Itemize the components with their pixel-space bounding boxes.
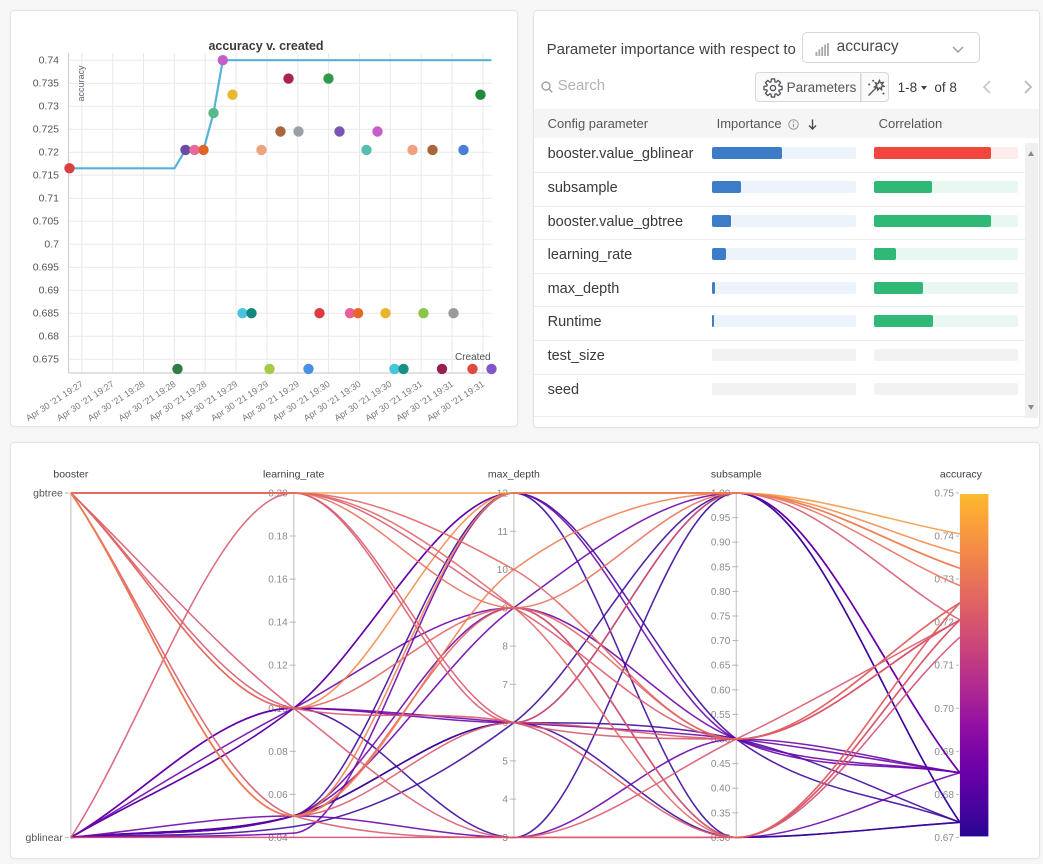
svg-text:3: 3 — [502, 832, 508, 843]
svg-text:booster: booster — [53, 468, 89, 480]
svg-text:0.68: 0.68 — [934, 789, 954, 800]
svg-text:0.72: 0.72 — [934, 617, 954, 628]
svg-text:0.70: 0.70 — [934, 703, 954, 714]
svg-text:0.65: 0.65 — [710, 660, 730, 671]
svg-text:accuracy v. created: accuracy v. created — [208, 39, 323, 53]
svg-text:Created: Created — [455, 352, 491, 363]
svg-text:0.55: 0.55 — [710, 709, 730, 720]
svg-text:0.95: 0.95 — [710, 513, 730, 524]
svg-text:0.69: 0.69 — [38, 285, 59, 297]
svg-text:0.75: 0.75 — [934, 488, 954, 499]
svg-text:0.675: 0.675 — [32, 354, 58, 366]
svg-text:10: 10 — [496, 565, 508, 576]
svg-text:Apr 30 ’21 19:31: Apr 30 ’21 19:31 — [425, 379, 486, 423]
svg-text:0.74: 0.74 — [934, 531, 954, 542]
svg-text:0.20: 0.20 — [268, 488, 288, 499]
svg-text:11: 11 — [497, 526, 508, 537]
svg-text:0.715: 0.715 — [32, 170, 58, 182]
svg-text:0.68: 0.68 — [38, 331, 59, 343]
svg-text:0.70: 0.70 — [710, 636, 730, 647]
svg-text:0.04: 0.04 — [268, 832, 288, 843]
svg-text:0.685: 0.685 — [32, 308, 58, 320]
svg-text:gbtree: gbtree — [33, 487, 63, 499]
svg-text:0.14: 0.14 — [268, 617, 288, 628]
svg-text:0.72: 0.72 — [38, 147, 59, 159]
svg-text:accuracy: accuracy — [76, 65, 86, 102]
svg-text:8: 8 — [502, 641, 508, 652]
svg-text:7: 7 — [502, 679, 508, 690]
svg-text:0.71: 0.71 — [934, 660, 954, 671]
svg-text:0.30: 0.30 — [710, 832, 730, 843]
svg-text:0.67: 0.67 — [934, 832, 954, 843]
svg-text:0.16: 0.16 — [268, 574, 288, 585]
svg-text:0.73: 0.73 — [934, 574, 954, 585]
svg-text:0.71: 0.71 — [38, 193, 59, 205]
svg-text:0.06: 0.06 — [268, 789, 288, 800]
svg-text:0.08: 0.08 — [268, 746, 288, 757]
svg-text:0.45: 0.45 — [710, 759, 730, 770]
svg-text:gblinear: gblinear — [25, 831, 63, 843]
svg-text:0.73: 0.73 — [38, 101, 59, 113]
svg-text:0.18: 0.18 — [268, 531, 288, 542]
svg-text:5: 5 — [502, 756, 508, 767]
svg-text:subsample: subsample — [711, 468, 762, 480]
svg-text:learning_rate: learning_rate — [263, 468, 324, 480]
svg-text:0.74: 0.74 — [38, 55, 59, 67]
svg-text:0.725: 0.725 — [32, 124, 58, 136]
svg-text:0.12: 0.12 — [268, 660, 288, 671]
svg-text:0.7: 0.7 — [44, 239, 59, 251]
svg-text:0.695: 0.695 — [32, 262, 58, 274]
svg-text:4: 4 — [502, 794, 508, 805]
svg-text:0.85: 0.85 — [710, 562, 730, 573]
svg-text:0.90: 0.90 — [710, 537, 730, 548]
svg-text:0.75: 0.75 — [710, 611, 730, 622]
svg-text:max_depth: max_depth — [488, 468, 540, 480]
svg-text:0.705: 0.705 — [32, 216, 58, 228]
svg-text:accuracy: accuracy — [939, 468, 982, 480]
svg-text:0.40: 0.40 — [710, 783, 730, 794]
svg-text:0.35: 0.35 — [710, 808, 730, 819]
svg-text:0.80: 0.80 — [710, 586, 730, 597]
svg-text:0.60: 0.60 — [710, 685, 730, 696]
svg-text:0.735: 0.735 — [32, 78, 58, 90]
